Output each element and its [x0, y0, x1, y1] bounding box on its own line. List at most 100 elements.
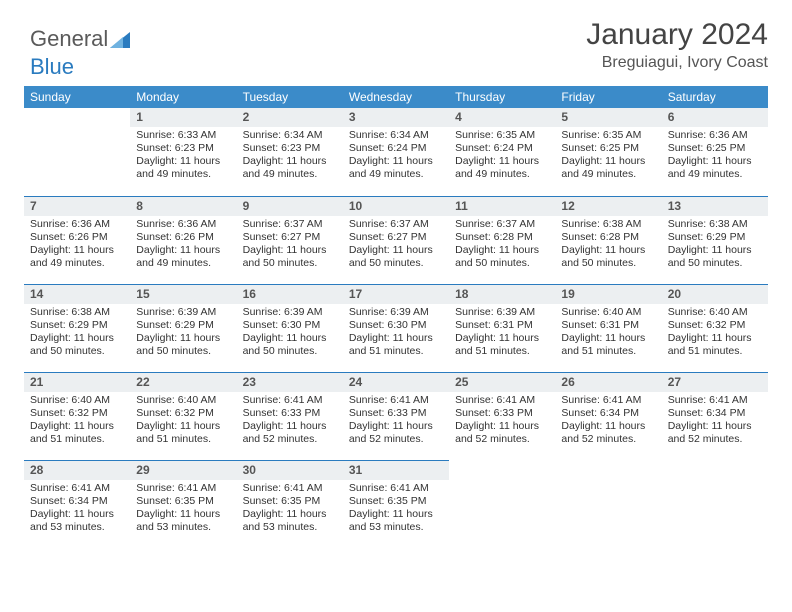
day-number: 23: [237, 372, 343, 392]
day-body: Sunrise: 6:41 AMSunset: 6:35 PMDaylight:…: [343, 480, 449, 541]
sunset-line: Sunset: 6:25 PM: [561, 142, 655, 155]
daylight-line: Daylight: 11 hours and 49 minutes.: [455, 155, 549, 181]
day-number: 22: [130, 372, 236, 392]
sunrise-line: Sunrise: 6:37 AM: [349, 218, 443, 231]
sunset-line: Sunset: 6:24 PM: [455, 142, 549, 155]
weekday-header: Friday: [555, 86, 661, 108]
daylight-line: Daylight: 11 hours and 52 minutes.: [668, 420, 762, 446]
daylight-line: Daylight: 11 hours and 51 minutes.: [668, 332, 762, 358]
calendar-day-cell: 21Sunrise: 6:40 AMSunset: 6:32 PMDayligh…: [24, 372, 130, 460]
calendar-day-cell: 31Sunrise: 6:41 AMSunset: 6:35 PMDayligh…: [343, 460, 449, 548]
day-number: 20: [662, 284, 768, 304]
day-body: Sunrise: 6:35 AMSunset: 6:25 PMDaylight:…: [555, 127, 661, 188]
calendar-day-cell: 10Sunrise: 6:37 AMSunset: 6:27 PMDayligh…: [343, 196, 449, 284]
day-number: 19: [555, 284, 661, 304]
daylight-line: Daylight: 11 hours and 50 minutes.: [561, 244, 655, 270]
day-number: 1: [130, 108, 236, 127]
calendar-day-cell: 23Sunrise: 6:41 AMSunset: 6:33 PMDayligh…: [237, 372, 343, 460]
daylight-line: Daylight: 11 hours and 52 minutes.: [561, 420, 655, 446]
day-body: Sunrise: 6:39 AMSunset: 6:29 PMDaylight:…: [130, 304, 236, 365]
brand-word1: General: [30, 26, 108, 51]
day-number: 5: [555, 108, 661, 127]
sunset-line: Sunset: 6:32 PM: [668, 319, 762, 332]
daylight-line: Daylight: 11 hours and 50 minutes.: [455, 244, 549, 270]
sunrise-line: Sunrise: 6:41 AM: [668, 394, 762, 407]
sunset-line: Sunset: 6:32 PM: [136, 407, 230, 420]
sunrise-line: Sunrise: 6:37 AM: [243, 218, 337, 231]
sunrise-line: Sunrise: 6:34 AM: [349, 129, 443, 142]
sunset-line: Sunset: 6:27 PM: [243, 231, 337, 244]
day-body: Sunrise: 6:37 AMSunset: 6:27 PMDaylight:…: [343, 216, 449, 277]
calendar-day-cell: 12 Sunrise: 6:38 AMSunset: 6:28 PMDayligh…: [555, 196, 661, 284]
daylight-line: Daylight: 11 hours and 53 minutes.: [243, 508, 337, 534]
calendar-day-cell: 7Sunrise: 6:36 AMSunset: 6:26 PMDaylight…: [24, 196, 130, 284]
sunrise-line: Sunrise: 6:35 AM: [561, 129, 655, 142]
calendar-day-cell: 5Sunrise: 6:35 AMSunset: 6:25 PMDaylight…: [555, 108, 661, 196]
day-body: Sunrise: 6:38 AMSunset: 6:29 PMDaylight:…: [24, 304, 130, 365]
day-number: 28: [24, 460, 130, 480]
sunset-line: Sunset: 6:28 PM: [561, 231, 655, 244]
daylight-line: Daylight: 11 hours and 49 minutes.: [243, 155, 337, 181]
day-number: 25: [449, 372, 555, 392]
daylight-line: Daylight: 11 hours and 53 minutes.: [349, 508, 443, 534]
day-number: 13: [662, 196, 768, 216]
weekday-header: Saturday: [662, 86, 768, 108]
sunset-line: Sunset: 6:29 PM: [136, 319, 230, 332]
calendar-week-row: 28Sunrise: 6:41 AMSunset: 6:34 PMDayligh…: [24, 460, 768, 548]
sunrise-line: Sunrise: 6:33 AM: [136, 129, 230, 142]
day-body: Sunrise: 6:35 AMSunset: 6:24 PMDaylight:…: [449, 127, 555, 188]
day-number: 16: [237, 284, 343, 304]
calendar-table: Sunday Monday Tuesday Wednesday Thursday…: [24, 86, 768, 548]
day-number: 17: [343, 284, 449, 304]
day-body: Sunrise: 6:41 AMSunset: 6:35 PMDaylight:…: [130, 480, 236, 541]
day-body: Sunrise: 6:40 AMSunset: 6:32 PMDaylight:…: [662, 304, 768, 365]
sunset-line: Sunset: 6:26 PM: [136, 231, 230, 244]
brand-logo: General Blue: [30, 26, 130, 80]
sunrise-line: Sunrise: 6:39 AM: [136, 306, 230, 319]
daylight-line: Daylight: 11 hours and 51 minutes.: [349, 332, 443, 358]
sunrise-line: Sunrise: 6:41 AM: [455, 394, 549, 407]
day-body: Sunrise: 6:36 AMSunset: 6:26 PMDaylight:…: [130, 216, 236, 277]
calendar-day-cell: [24, 108, 130, 196]
day-body: Sunrise: 6:41 AMSunset: 6:34 PMDaylight:…: [24, 480, 130, 541]
day-number: 10: [343, 196, 449, 216]
day-number: 15: [130, 284, 236, 304]
day-body: Sunrise: 6:41 AMSunset: 6:33 PMDaylight:…: [449, 392, 555, 453]
day-number: 21: [24, 372, 130, 392]
sunset-line: Sunset: 6:30 PM: [349, 319, 443, 332]
day-number: 2: [237, 108, 343, 127]
daylight-line: Daylight: 11 hours and 49 minutes.: [136, 244, 230, 270]
sunrise-line: Sunrise: 6:38 AM: [561, 218, 655, 231]
day-body: Sunrise: 6:33 AMSunset: 6:23 PMDaylight:…: [130, 127, 236, 188]
day-body: Sunrise: 6:37 AMSunset: 6:27 PMDaylight:…: [237, 216, 343, 277]
sunrise-line: Sunrise: 6:41 AM: [30, 482, 124, 495]
weekday-header: Tuesday: [237, 86, 343, 108]
page-header: January 2024 Breguiagui, Ivory Coast: [24, 18, 768, 72]
weekday-header: Sunday: [24, 86, 130, 108]
sunset-line: Sunset: 6:23 PM: [243, 142, 337, 155]
daylight-line: Daylight: 11 hours and 51 minutes.: [136, 420, 230, 446]
sunrise-line: Sunrise: 6:38 AM: [30, 306, 124, 319]
day-body: Sunrise: 6:41 AMSunset: 6:33 PMDaylight:…: [237, 392, 343, 453]
calendar-day-cell: 29Sunrise: 6:41 AMSunset: 6:35 PMDayligh…: [130, 460, 236, 548]
sunset-line: Sunset: 6:33 PM: [455, 407, 549, 420]
sunset-line: Sunset: 6:24 PM: [349, 142, 443, 155]
day-number: 12: [555, 196, 661, 216]
daylight-line: Daylight: 11 hours and 49 minutes.: [668, 155, 762, 181]
daylight-line: Daylight: 11 hours and 50 minutes.: [136, 332, 230, 358]
weekday-header: Thursday: [449, 86, 555, 108]
sunrise-line: Sunrise: 6:40 AM: [136, 394, 230, 407]
page-title: January 2024: [24, 18, 768, 52]
sunrise-line: Sunrise: 6:41 AM: [349, 394, 443, 407]
sunset-line: Sunset: 6:34 PM: [561, 407, 655, 420]
day-body: Sunrise: 6:37 AMSunset: 6:28 PMDaylight:…: [449, 216, 555, 277]
daylight-line: Daylight: 11 hours and 50 minutes.: [668, 244, 762, 270]
calendar-day-cell: 19Sunrise: 6:40 AMSunset: 6:31 PMDayligh…: [555, 284, 661, 372]
sunrise-line: Sunrise: 6:41 AM: [243, 482, 337, 495]
day-body: Sunrise: 6:38 AMSunset: 6:29 PMDaylight:…: [662, 216, 768, 277]
calendar-day-cell: 3Sunrise: 6:34 AMSunset: 6:24 PMDaylight…: [343, 108, 449, 196]
calendar-week-row: 14Sunrise: 6:38 AMSunset: 6:29 PMDayligh…: [24, 284, 768, 372]
sunset-line: Sunset: 6:31 PM: [455, 319, 549, 332]
calendar-day-cell: 18Sunrise: 6:39 AMSunset: 6:31 PMDayligh…: [449, 284, 555, 372]
daylight-line: Daylight: 11 hours and 49 minutes.: [136, 155, 230, 181]
